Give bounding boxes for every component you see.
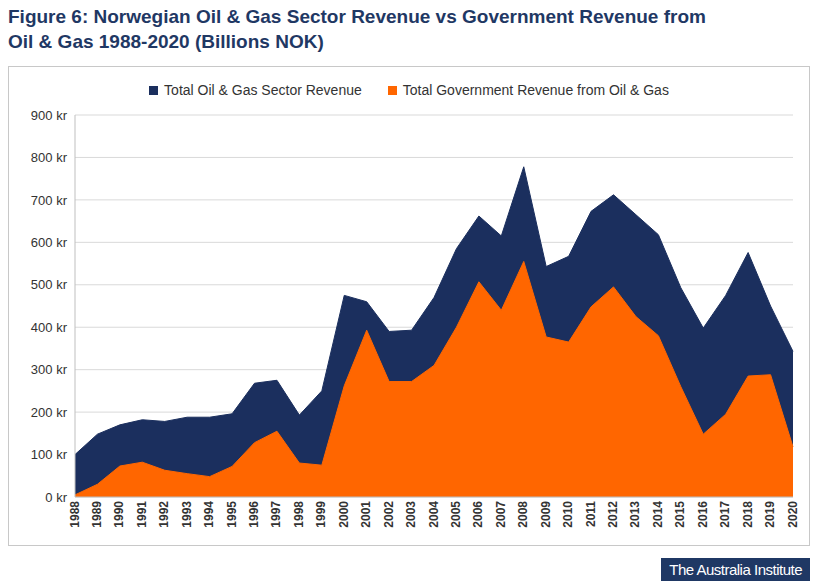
- svg-text:1988: 1988: [68, 501, 82, 528]
- svg-text:2016: 2016: [696, 501, 710, 528]
- svg-text:2000: 2000: [337, 501, 351, 528]
- svg-text:2014: 2014: [651, 501, 665, 528]
- html-text:Total Oil & Gas Sector Revenue: Total Oil & Gas Sector Revenue: [164, 82, 362, 98]
- svg-text:1989: 1989: [90, 501, 104, 528]
- html-text:Figure 6: Norwegian Oil & Gas: Figure 6: Norwegian Oil & Gas Sector Rev…: [8, 6, 706, 52]
- svg-text:1992: 1992: [157, 501, 171, 528]
- svg-text:2001: 2001: [359, 501, 373, 528]
- svg-text:2011: 2011: [584, 501, 598, 527]
- svg-text:2005: 2005: [449, 501, 463, 528]
- svg-text:400 kr: 400 kr: [31, 320, 68, 335]
- svg-text:1998: 1998: [292, 501, 306, 528]
- svg-text:2017: 2017: [718, 501, 732, 528]
- html-text:Total Government Revenue from: Total Government Revenue from Oil & Gas: [402, 82, 669, 98]
- svg-text:2007: 2007: [494, 501, 508, 528]
- svg-text:200 kr: 200 kr: [31, 405, 68, 420]
- svg-text:2012: 2012: [606, 501, 620, 528]
- svg-text:2010: 2010: [561, 501, 575, 528]
- svg-text:300 kr: 300 kr: [31, 362, 68, 377]
- svg-text:2020: 2020: [786, 501, 800, 528]
- svg-text:2015: 2015: [673, 501, 687, 528]
- svg-text:2018: 2018: [741, 501, 755, 528]
- svg-text:800 kr: 800 kr: [31, 150, 68, 165]
- svg-text:2009: 2009: [539, 501, 553, 528]
- svg-text:1997: 1997: [269, 501, 283, 528]
- svg-text:900 kr: 900 kr: [31, 108, 68, 123]
- svg-text:1993: 1993: [180, 501, 194, 528]
- svg-text:600 kr: 600 kr: [31, 235, 68, 250]
- svg-text:500 kr: 500 kr: [31, 277, 68, 292]
- svg-text:2004: 2004: [427, 501, 441, 528]
- svg-text:1991: 1991: [135, 501, 149, 528]
- svg-text:1990: 1990: [112, 501, 126, 528]
- svg-text:1995: 1995: [225, 501, 239, 528]
- svg-text:2013: 2013: [628, 501, 642, 528]
- html-text:The Australia Institute: The Australia Institute: [669, 561, 802, 578]
- svg-text:1996: 1996: [247, 501, 261, 528]
- svg-text:2002: 2002: [382, 501, 396, 528]
- svg-text:0 kr: 0 kr: [45, 490, 67, 505]
- svg-text:1999: 1999: [314, 501, 328, 528]
- svg-text:1994: 1994: [202, 501, 216, 528]
- svg-text:2006: 2006: [471, 501, 485, 528]
- svg-text:700 kr: 700 kr: [31, 193, 68, 208]
- svg-text:2019: 2019: [763, 501, 777, 528]
- svg-text:2008: 2008: [516, 501, 530, 528]
- svg-text:100 kr: 100 kr: [31, 447, 68, 462]
- svg-text:2003: 2003: [404, 501, 418, 528]
